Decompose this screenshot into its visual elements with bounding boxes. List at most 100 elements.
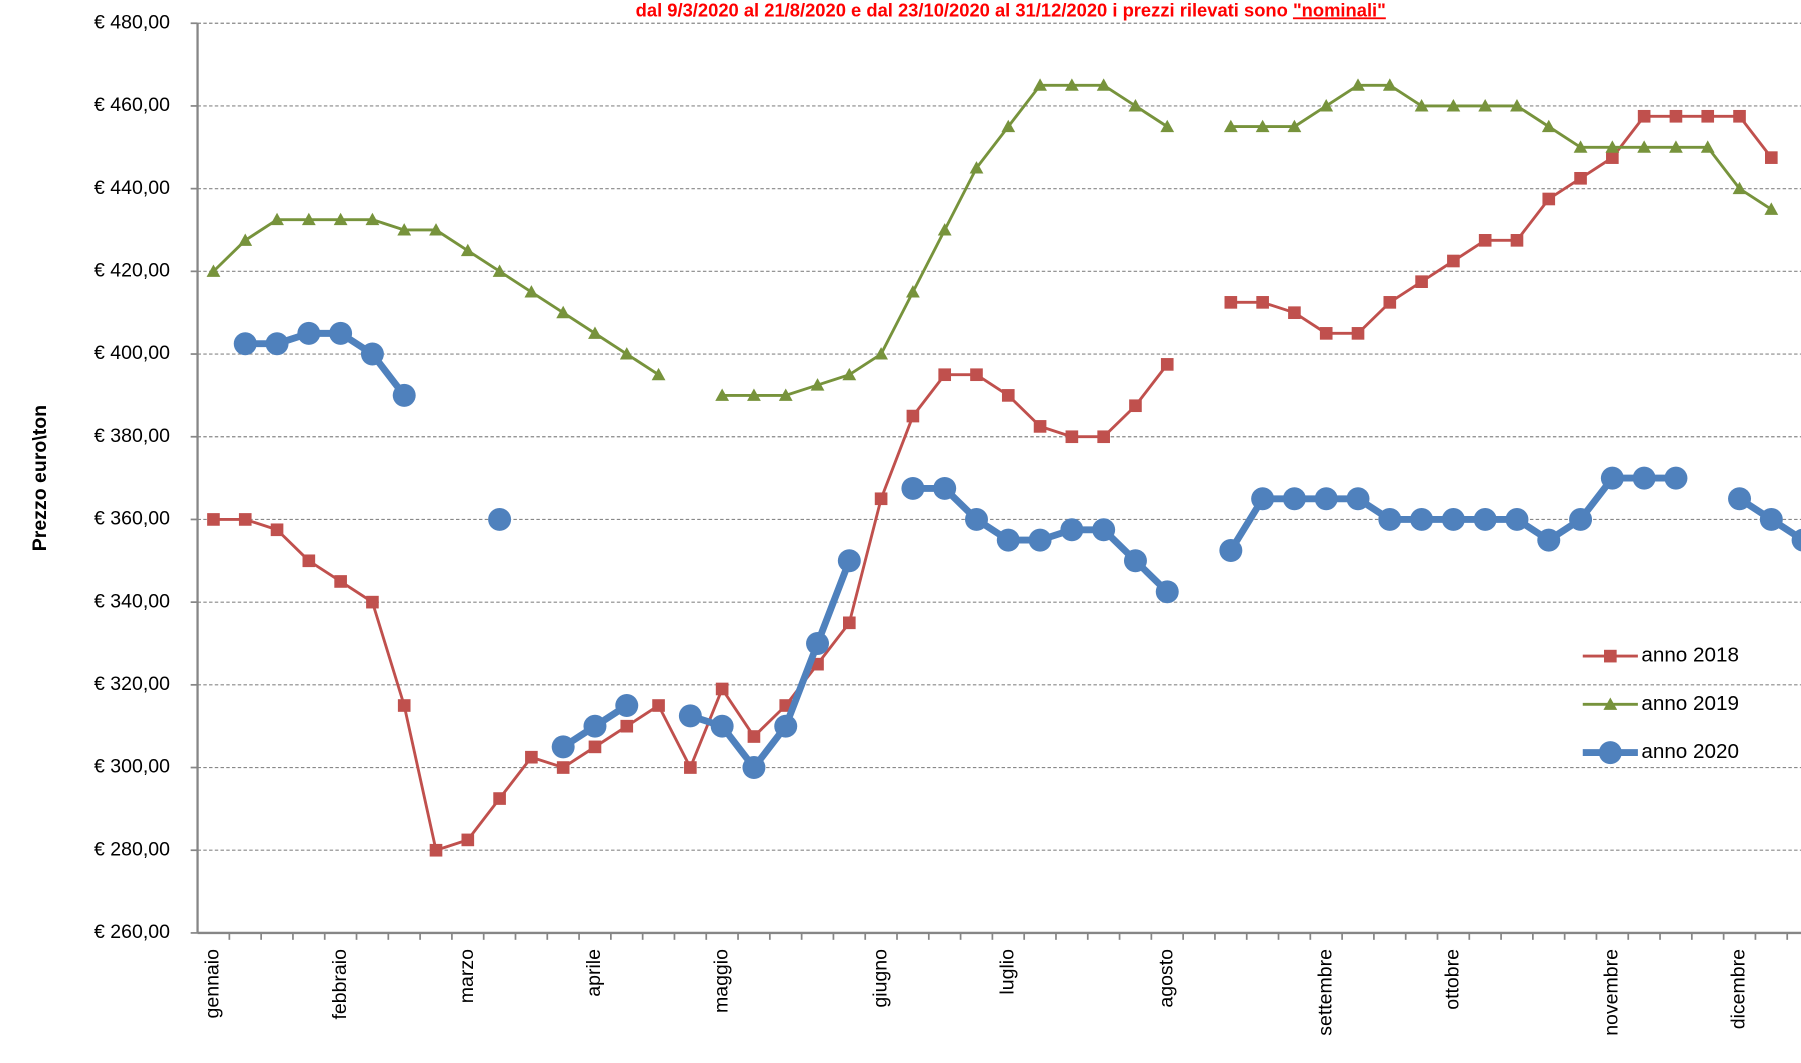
series-line (212, 83, 1773, 397)
marker (1378, 507, 1402, 531)
marker (842, 367, 857, 381)
marker (615, 694, 639, 717)
marker (1123, 549, 1147, 573)
marker (1064, 78, 1079, 91)
marker (1574, 171, 1587, 185)
marker (397, 699, 411, 712)
marker (270, 523, 284, 537)
marker (1604, 649, 1617, 663)
marker (1351, 327, 1365, 340)
y-tick-label: € 320,00 (94, 673, 170, 695)
marker (1223, 119, 1238, 133)
marker (1382, 78, 1397, 91)
marker (874, 492, 888, 506)
x-tick-label: ottobre (1442, 949, 1464, 1010)
marker (1319, 327, 1333, 340)
marker (429, 843, 443, 857)
marker (965, 507, 988, 531)
marker (1251, 487, 1275, 511)
marker (588, 326, 602, 339)
marker (1256, 296, 1269, 309)
marker (302, 554, 316, 568)
marker (710, 714, 734, 738)
series-line (245, 329, 1801, 771)
marker (1224, 296, 1238, 309)
y-tick-label: € 360,00 (94, 508, 170, 530)
marker (1573, 140, 1588, 153)
y-tick-label: € 440,00 (94, 177, 170, 199)
marker (1765, 151, 1778, 164)
marker (360, 342, 384, 366)
y-tick-label: € 280,00 (94, 838, 170, 860)
marker (1537, 528, 1561, 552)
marker (1605, 140, 1620, 153)
y-tick-label: € 400,00 (94, 342, 170, 364)
marker (556, 305, 571, 319)
marker (1441, 507, 1465, 531)
x-tick-label: gennaio (202, 949, 224, 1019)
x-tick-label: agosto (1155, 949, 1177, 1008)
marker (334, 575, 347, 588)
marker (742, 756, 766, 780)
title-text: dal 9/3/2020 al 21/8/2020 e dal 23/10/20… (636, 0, 1293, 20)
marker (1759, 507, 1783, 531)
marker (937, 223, 952, 236)
y-axis-label: Prezzo euro\ton (29, 405, 51, 551)
marker (233, 332, 257, 356)
marker (970, 368, 983, 382)
marker (492, 264, 507, 277)
marker (329, 321, 353, 345)
marker (429, 223, 443, 236)
marker (1600, 466, 1624, 490)
marker (1287, 119, 1302, 133)
marker (551, 735, 575, 759)
x-tick-label: luglio (996, 949, 1018, 995)
marker (619, 347, 634, 360)
marker (810, 378, 825, 391)
x-tick-label: aprile (583, 949, 605, 997)
marker (1669, 140, 1683, 153)
x-tick-label: novembre (1601, 949, 1623, 1036)
marker (265, 332, 289, 356)
marker (933, 476, 957, 500)
marker (1728, 487, 1752, 511)
marker (1351, 78, 1365, 91)
marker (1791, 528, 1801, 552)
y-tick-label: € 340,00 (94, 590, 170, 612)
marker (524, 285, 539, 298)
marker (1282, 487, 1306, 511)
legend-label: anno 2020 (1641, 740, 1739, 763)
chart-title: dal 9/3/2020 al 21/8/2020 e dal 23/10/20… (636, 0, 1386, 20)
marker (588, 740, 602, 754)
marker (301, 212, 316, 226)
marker (1632, 466, 1656, 490)
marker (1096, 78, 1111, 91)
x-tick-label: giugno (869, 949, 891, 1008)
y-tick-label: € 260,00 (94, 921, 170, 943)
marker (1288, 306, 1301, 320)
marker (996, 528, 1020, 552)
axes: € 260,00 € 280,00 € 300,00 € 320,00 € 340,00… (94, 11, 1801, 1036)
marker (1155, 580, 1179, 604)
marker (1060, 518, 1084, 542)
y-tick-label: € 300,00 (94, 756, 170, 778)
marker (392, 383, 416, 407)
marker (1664, 466, 1688, 490)
marker (583, 714, 607, 738)
marker (1097, 430, 1110, 444)
legend-label: anno 2019 (1641, 692, 1739, 715)
x-tick-label: dicembre (1728, 949, 1750, 1029)
marker (1160, 358, 1174, 371)
marker (1033, 420, 1047, 433)
marker (778, 388, 793, 401)
marker (843, 616, 856, 630)
x-tick-label: maggio (710, 949, 732, 1013)
marker (1160, 119, 1175, 133)
marker (747, 730, 761, 743)
y-tick-label: € 460,00 (94, 94, 170, 116)
marker (1569, 507, 1593, 531)
x-tick-label: marzo (456, 949, 478, 1003)
y-tick-label: € 420,00 (94, 259, 170, 281)
